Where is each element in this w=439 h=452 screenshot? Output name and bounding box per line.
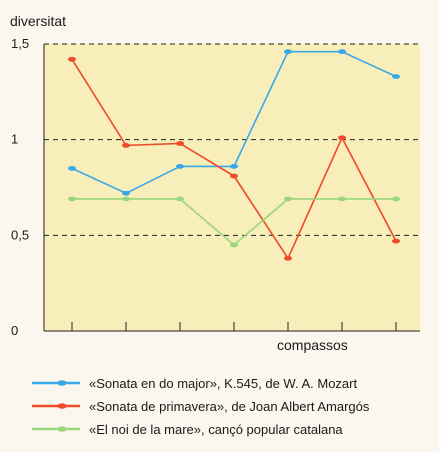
axis-layer: 0 0,5 1 1,5 diversitat compassos — [10, 13, 420, 353]
data-point — [122, 190, 130, 196]
y-tick-label: 1,5 — [11, 36, 29, 51]
data-point — [122, 143, 130, 148]
data-point — [230, 164, 238, 169]
data-point — [176, 164, 184, 169]
legend-label: «Sonata en do major», K.545, de W. A. Mo… — [89, 376, 357, 391]
data-point — [176, 141, 184, 146]
legend-label: «El noi de la mare», cançó popular catal… — [89, 422, 343, 437]
legend-label: «Sonata de primavera», de Joan Albert Am… — [89, 399, 370, 414]
data-point — [338, 49, 346, 55]
y-tick-label: 0,5 — [11, 227, 29, 242]
data-point — [68, 196, 76, 202]
data-point — [392, 238, 400, 244]
legend: «Sonata en do major», K.545, de W. A. Mo… — [32, 376, 370, 437]
data-point — [284, 255, 292, 261]
y-tick-label: 1 — [11, 132, 18, 147]
data-point — [122, 196, 130, 202]
legend-marker — [57, 403, 67, 409]
legend-marker — [57, 426, 67, 432]
plot-area — [44, 44, 420, 331]
y-axis-label: diversitat — [10, 13, 66, 29]
data-point — [392, 74, 400, 79]
data-point — [68, 56, 76, 62]
data-point — [284, 196, 292, 202]
data-point — [392, 196, 400, 202]
data-point — [176, 196, 184, 202]
data-point — [284, 49, 292, 55]
data-point — [338, 135, 346, 141]
data-point — [338, 196, 346, 202]
legend-marker — [57, 380, 67, 386]
series-layer — [68, 49, 400, 261]
data-point — [230, 242, 238, 248]
data-point — [230, 173, 238, 179]
data-point — [68, 165, 76, 171]
y-tick-label: 0 — [11, 323, 18, 338]
x-axis-label: compassos — [277, 337, 348, 353]
